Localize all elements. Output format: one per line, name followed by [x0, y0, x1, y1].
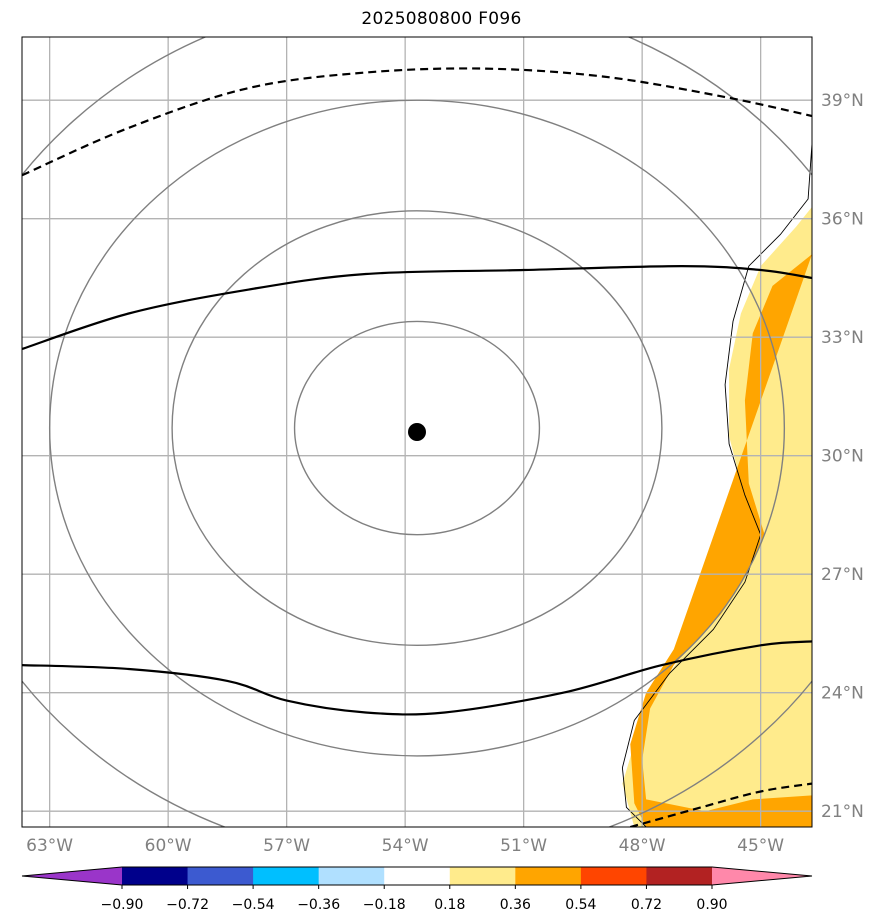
- lat-tick-label: 21°N: [821, 802, 864, 822]
- colorbar-extend-low: [22, 867, 122, 885]
- contour-solid: [22, 264, 812, 351]
- colorbar-segment: [384, 867, 451, 885]
- colorbar-segment: [122, 867, 189, 885]
- gridlines: [22, 37, 812, 827]
- lon-tick-label: 48°W: [619, 836, 666, 856]
- lat-tick-label: 30°N: [821, 447, 864, 467]
- colorbar-segment: [318, 867, 385, 885]
- colorbar-extend-high: [712, 867, 812, 885]
- latitude-tick-labels: 39°N 36°N 33°N 30°N 27°N 24°N 21°N: [821, 91, 864, 822]
- lat-tick-label: 33°N: [821, 328, 864, 348]
- colorbar-tick-label: −0.18: [363, 897, 406, 913]
- center-marker-layer: [408, 423, 426, 441]
- colorbar-tick-label: 0.90: [696, 897, 727, 913]
- colorbar-tick-label: −0.36: [297, 897, 340, 913]
- colorbar-segment: [449, 867, 516, 885]
- colorbar-tick-label: 0.54: [565, 897, 596, 913]
- colorbar-tick-label: 0.18: [434, 897, 465, 913]
- contour-dashed: [630, 782, 812, 827]
- colorbar-tick-label: 0.36: [500, 897, 531, 913]
- colorbar-segment: [187, 867, 254, 885]
- colorbar: −0.90 −0.72 −0.54 −0.36 −0.18 0.18 0.36 0.54 0.7…: [21, 866, 813, 913]
- lat-tick-label: 24°N: [821, 684, 864, 704]
- lon-tick-label: 45°W: [737, 836, 784, 856]
- colorbar-tick-label: −0.90: [101, 897, 144, 913]
- colorbar-tick-label: −0.54: [232, 897, 275, 913]
- lon-tick-label: 57°W: [263, 836, 310, 856]
- lon-tick-label: 51°W: [500, 836, 547, 856]
- storm-center-marker: [408, 423, 426, 441]
- longitude-tick-labels: 63°W 60°W 57°W 54°W 51°W 48°W 45°W: [26, 836, 784, 856]
- range-ring: [293, 320, 541, 536]
- range-ring: [171, 210, 663, 646]
- contour-solid: [22, 640, 812, 716]
- colorbar-segment: [515, 867, 582, 885]
- colorbar-segment: [580, 867, 647, 885]
- colorbar-tick-label: 0.72: [631, 897, 662, 913]
- anomaly-edge-line: [621, 143, 812, 827]
- lat-tick-label: 36°N: [821, 210, 864, 230]
- colorbar-tick-label: −0.72: [166, 897, 209, 913]
- range-rings: [22, 37, 812, 827]
- anomaly-fill-layer: [621, 143, 812, 827]
- plot-frame: [21, 36, 813, 828]
- lat-tick-label: 39°N: [821, 91, 864, 111]
- map-title: 2025080800 F096: [361, 9, 522, 29]
- anomaly-region-inner: [630, 254, 812, 827]
- lat-tick-label: 27°N: [821, 565, 864, 585]
- contour-dashed: [22, 67, 812, 177]
- lon-tick-label: 54°W: [382, 836, 429, 856]
- contour-lines: [22, 67, 812, 827]
- colorbar-segment: [253, 867, 320, 885]
- lon-tick-label: 60°W: [145, 836, 192, 856]
- lon-tick-label: 63°W: [26, 836, 73, 856]
- range-ring: [48, 99, 786, 757]
- colorbar-segment: [646, 867, 713, 885]
